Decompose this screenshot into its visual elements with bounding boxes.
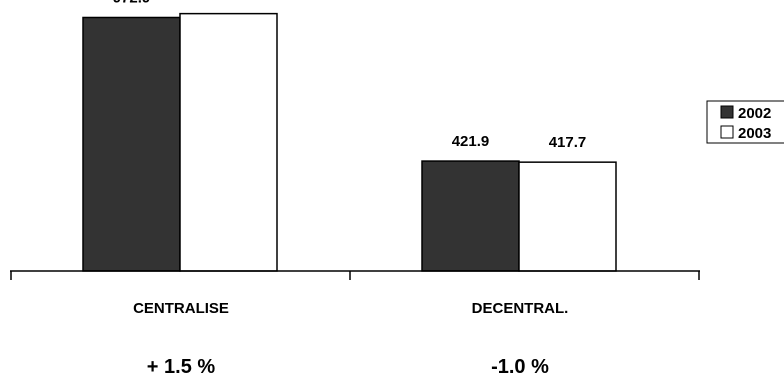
legend: 2002 2003 [706, 100, 784, 144]
x-axis-ticks [10, 271, 700, 280]
value-label-2002-centralise: 972.9 [113, 0, 151, 6]
value-labels-group: 972.9 421.9 987.7 417.7 [113, 0, 587, 151]
legend-box [706, 100, 784, 144]
legend-swatch-2003 [720, 125, 734, 139]
legend-swatch-2002 [720, 105, 734, 119]
bar-2002-centralise [82, 16, 181, 272]
legend-label-2002: 2002 [738, 105, 771, 122]
category-label-decentral: DECENTRAL. [472, 300, 569, 317]
bar-2003-centralise [179, 12, 278, 272]
legend-label-2003: 2003 [738, 125, 771, 142]
change-label-decentral: -1.0 % [491, 356, 549, 378]
value-label-2003-decentral: 417.7 [549, 134, 587, 151]
value-label-2002-decentral: 421.9 [452, 133, 490, 150]
bar-2002-decentral [421, 160, 520, 272]
change-label-centralise: + 1.5 % [147, 356, 216, 378]
bar-2003-decentral [518, 161, 617, 272]
value-label-2003-centralise: 987.7 [210, 0, 248, 3]
bars-group [82, 12, 617, 272]
category-label-centralise: CENTRALISE [133, 300, 229, 317]
